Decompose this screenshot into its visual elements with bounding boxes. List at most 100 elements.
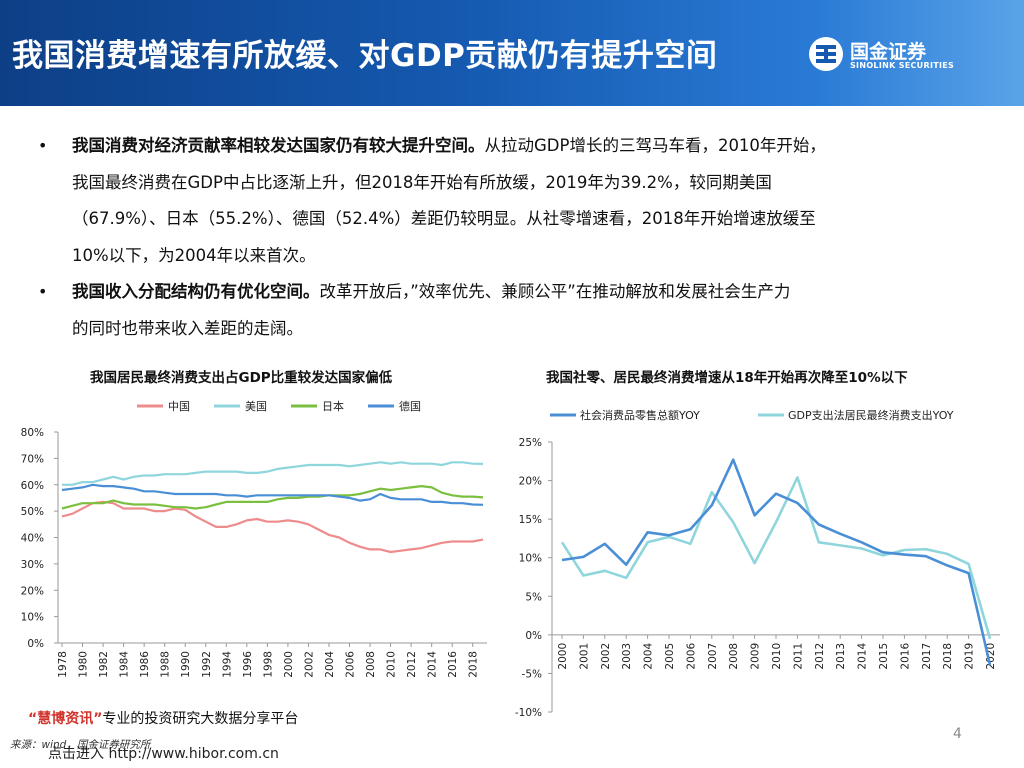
x-tick-label: 2014 [427, 651, 439, 678]
x-tick-label: 2005 [664, 643, 676, 670]
x-tick-label: 2008 [728, 643, 740, 670]
bullet-text-line: 改革开放后，”效率优先、兼顾公平”在推动解放和发展社会生产力 [319, 282, 791, 301]
x-tick-label: 2011 [792, 643, 804, 670]
x-tick-label: 2013 [835, 643, 847, 670]
page-number: 4 [953, 726, 962, 742]
x-tick-label: 2009 [750, 643, 762, 670]
x-tick-label: 2004 [643, 643, 655, 670]
x-tick-label: 2014 [857, 643, 869, 670]
bullet-list: • 我国消费对经济贡献率相较发达国家仍有较大提升空间。从拉动GDP增长的三驾马车… [30, 128, 990, 347]
y-tick-label: 0% [525, 630, 542, 642]
x-tick-label: 2020 [985, 643, 997, 670]
bullet-text-line: （67.9%）、日本（55.2%）、德国（52.4%）差距仍较明显。从社零增速看… [72, 209, 816, 228]
x-tick-label: 2004 [324, 651, 336, 678]
watermark-brand: 慧博资讯 [37, 711, 94, 727]
y-tick-label: 0% [27, 638, 44, 650]
legend-label: 中国 [168, 400, 190, 413]
watermark: “慧博资讯”专业的投资研究大数据分享平台 [28, 708, 298, 728]
right-chart-title: 我国社零、居民最终消费增速从18年开始再次降至10%以下 [546, 370, 908, 386]
bullet-item-consumption: • 我国消费对经济贡献率相较发达国家仍有较大提升空间。从拉动GDP增长的三驾马车… [30, 128, 990, 274]
series-line-社会消费品零售总额YOY [561, 458, 992, 666]
x-tick-label: 1982 [98, 651, 110, 678]
watermark-quote: ” [93, 711, 103, 727]
watermark-tagline: 专业的投资研究大数据分享平台 [102, 711, 299, 727]
series-line-德国 [61, 483, 484, 506]
x-tick-label: 2000 [557, 643, 569, 670]
x-tick-label: 2016 [899, 643, 911, 670]
left-chart-title: 我国居民最终消费支出占GDP比重较发达国家偏低 [90, 370, 393, 386]
legend-label: 日本 [322, 399, 344, 413]
x-tick-label: 2000 [283, 651, 295, 678]
y-tick-label: 20% [21, 585, 44, 597]
x-tick-label: 2006 [345, 651, 357, 678]
x-tick-label: 2010 [771, 643, 783, 670]
y-tick-label: 80% [21, 427, 44, 439]
y-tick-label: 5% [525, 591, 542, 603]
company-logo: 国金证券 SINOLINK SECURITIES [808, 36, 998, 76]
x-tick-label: 1992 [201, 651, 213, 678]
y-tick-label: 70% [21, 453, 44, 465]
legend-label: GDP支出法居民最终消费支出YOY [788, 408, 954, 422]
watermark-quote: “ [28, 711, 38, 727]
y-tick-label: 25% [519, 437, 542, 449]
x-tick-label: 2018 [942, 643, 954, 670]
x-tick-label: 2018 [468, 651, 480, 678]
x-tick-label: 2019 [964, 643, 976, 670]
x-tick-label: 2002 [600, 643, 612, 670]
legend-label: 德国 [399, 399, 421, 413]
retail-growth-chart: 社会消费品零售总额YOY GDP支出法居民最终消费支出YOY 25% 20% 15% 10… [515, 408, 1000, 719]
series-line-美国 [62, 461, 484, 486]
y-tick-label: 20% [519, 476, 542, 488]
x-tick-label: 2003 [621, 643, 633, 670]
bullet-heading: 我国消费对经济贡献率相较发达国家仍有较大提升空间。 [72, 136, 485, 155]
x-tick-label: 2007 [707, 643, 719, 670]
sinolink-logo-icon [809, 37, 843, 71]
x-tick-label: 1996 [242, 651, 254, 678]
x-tick-label: 2010 [386, 651, 398, 678]
x-tick-label: 1998 [262, 651, 274, 678]
y-tick-label: 50% [21, 506, 44, 518]
x-tick-label: 2015 [878, 643, 890, 670]
bullet-dot-icon: • [38, 136, 48, 155]
bullet-heading: 我国收入分配结构仍有优化空间。 [72, 282, 320, 301]
bullet-text-line: 10%以下，为2004年以来首次。 [72, 245, 316, 265]
y-tick-label: 60% [21, 480, 44, 492]
page-title: 我国消费增速有所放缓、对GDP贡献仍有提升空间 [12, 38, 718, 74]
x-tick-label: 2012 [814, 643, 826, 670]
y-tick-label: -10% [515, 707, 542, 719]
y-tick-label: 40% [21, 533, 44, 545]
series-line-GDP支出法居民最终消费支出YOY [560, 476, 992, 640]
logo-english-name: SINOLINK SECURITIES [850, 61, 955, 70]
bullet-dot-icon: • [38, 282, 48, 301]
x-tick-label: 1980 [78, 651, 90, 678]
x-tick-label: 2002 [303, 651, 315, 678]
x-tick-label: 2006 [685, 643, 697, 670]
y-tick-label: -5% [522, 668, 542, 680]
y-tick-label: 15% [519, 514, 542, 526]
y-tick-label: 30% [21, 559, 44, 571]
x-tick-label: 1988 [160, 651, 172, 678]
x-tick-label: 2001 [578, 643, 590, 670]
title-banner: 我国消费增速有所放缓、对GDP贡献仍有提升空间 国金证券 SINOLINK SE… [0, 0, 1024, 106]
hibor-link[interactable]: 点击进入 http://www.hibor.com.cn [48, 746, 279, 762]
source-note: 来源：wind，国金证券研究所 [10, 739, 151, 751]
consumption-share-chart: 中国 美国 日本 德国 0% 10% 20% 30% 40% 50% 60% 70% 80% 1978 19… [21, 399, 487, 678]
bullet-text-line: 的同时也带来收入差距的走阔。 [72, 318, 303, 338]
logo-chinese-name: 国金证券 [850, 41, 927, 63]
x-tick-label: 2012 [406, 651, 418, 678]
x-tick-label: 1994 [221, 651, 233, 678]
x-tick-label: 1990 [180, 651, 192, 678]
bullet-text-line: 我国最终消费在GDP中占比逐渐上升，但2018年开始有所放缓，2019年为39.… [72, 172, 772, 192]
x-tick-label: 1984 [119, 651, 131, 678]
x-tick-label: 2017 [921, 643, 933, 670]
x-tick-label: 1978 [57, 651, 69, 678]
x-tick-label: 2016 [447, 651, 459, 678]
x-tick-label: 1986 [139, 651, 151, 678]
legend-label: 美国 [245, 400, 267, 413]
y-tick-label: 10% [519, 553, 542, 565]
y-tick-label: 10% [21, 612, 44, 624]
bullet-text-line: 从拉动GDP增长的三驾马车看，2010年开始， [484, 136, 826, 155]
bullet-item-income: • 我国收入分配结构仍有优化空间。改革开放后，”效率优先、兼顾公平”在推动解放和… [30, 274, 990, 347]
legend-label: 社会消费品零售总额YOY [580, 408, 700, 422]
series-line-日本 [61, 484, 484, 510]
